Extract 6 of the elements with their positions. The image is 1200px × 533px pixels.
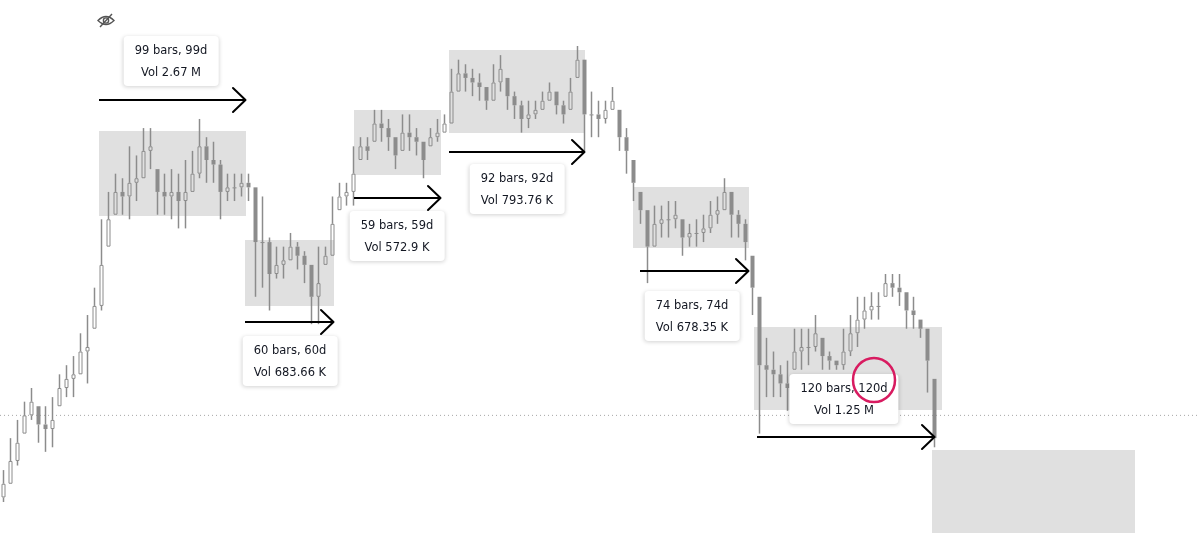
annotation: 120 bars, 120d Vol 1.25 M xyxy=(789,374,899,424)
annotation: 60 bars, 60d Vol 683.66 K xyxy=(242,336,338,386)
annotation: 74 bars, 74d Vol 678.35 K xyxy=(644,291,740,341)
annotation: 99 bars, 99d Vol 2.67 M xyxy=(123,36,219,86)
annotation: 92 bars, 92d Vol 793.76 K xyxy=(469,164,565,214)
annotation: 59 bars, 59d Vol 572.9 K xyxy=(349,211,445,261)
